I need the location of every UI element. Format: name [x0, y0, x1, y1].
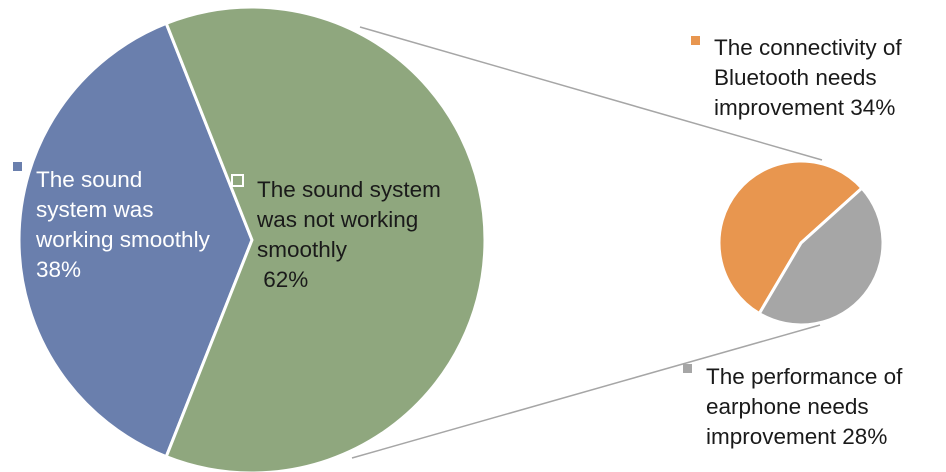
legend-marker-working [13, 162, 22, 171]
main-pie [17, 5, 487, 472]
label-bluetooth-connectivity: The connectivity of Bluetooth needs impr… [714, 35, 902, 120]
slice-earphone-performance [757, 186, 885, 327]
connector-lines [351, 26, 823, 459]
legend-marker-bluetooth [691, 36, 700, 45]
slice-not-working-smoothly [164, 5, 487, 472]
slice-working-smoothly [17, 21, 254, 459]
label-earphone-performance: The performance of earphone needs improv… [706, 364, 903, 449]
legend-marker-not-working [231, 174, 244, 187]
label-not-working-smoothly: The sound system was not working smoothl… [257, 177, 441, 292]
slice-bluetooth-connectivity [717, 159, 864, 316]
sub-pie [717, 159, 885, 327]
legend-marker-earphone [683, 364, 692, 373]
connector-line-bottom [351, 324, 821, 459]
connector-line-top [359, 26, 823, 161]
label-working-smoothly: The sound system was working smoothly 38… [36, 167, 210, 282]
